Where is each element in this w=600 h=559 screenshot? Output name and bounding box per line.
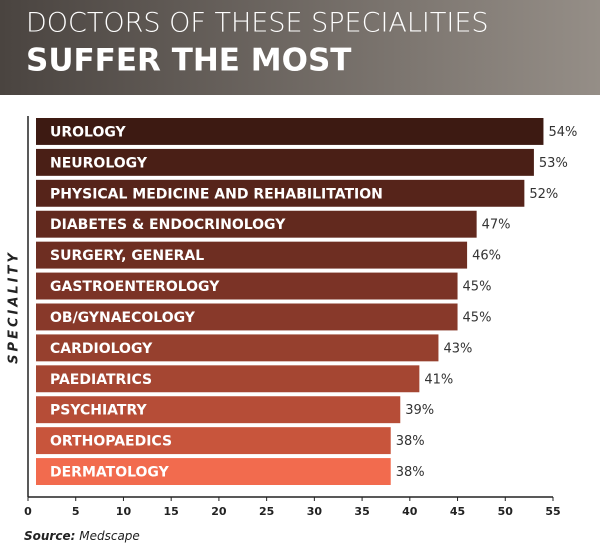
category-label: UROLOGY xyxy=(50,124,127,140)
value-label: 38% xyxy=(396,434,425,449)
y-axis-label: SPECIALITY xyxy=(7,250,22,364)
value-label: 54% xyxy=(548,125,577,140)
header-band xyxy=(0,0,600,95)
value-label: 46% xyxy=(472,249,501,264)
value-label: 45% xyxy=(463,280,492,295)
bar xyxy=(36,427,391,455)
bar xyxy=(36,365,420,393)
category-label: PAEDIATRICS xyxy=(50,372,152,388)
value-label: 45% xyxy=(463,310,492,325)
category-label: NEUROLOGY xyxy=(50,155,148,171)
category-label: SURGERY, GENERAL xyxy=(50,248,204,264)
value-label: 43% xyxy=(443,341,472,356)
bar xyxy=(36,458,391,485)
x-tick-label: 55 xyxy=(545,505,560,518)
category-label: OB/GYNAECOLOGY xyxy=(50,310,196,326)
x-tick-label: 30 xyxy=(307,505,323,518)
category-label: DIABETES & ENDOCRINOLOGY xyxy=(50,217,286,233)
bar xyxy=(36,210,477,238)
category-label: PSYCHIATRY xyxy=(50,403,147,419)
bar xyxy=(36,334,439,362)
chart-subtitle: SUFFER THE MOST xyxy=(26,43,351,79)
value-label: 39% xyxy=(405,403,434,418)
source-label: Source: xyxy=(24,529,75,543)
category-label: CARDIOLOGY xyxy=(50,341,153,357)
chart-title: DOCTORS OF THESE SPECIALITIES xyxy=(26,8,489,39)
x-tick-label: 45 xyxy=(450,505,465,518)
bar xyxy=(36,241,468,269)
category-label: ORTHOPAEDICS xyxy=(50,434,172,450)
value-label: 47% xyxy=(482,218,511,233)
source: Medscape xyxy=(79,529,140,543)
x-tick-label: 5 xyxy=(72,505,80,518)
category-label: DERMATOLOGY xyxy=(50,465,170,481)
x-tick-label: 10 xyxy=(116,505,132,518)
bar xyxy=(36,303,458,331)
value-label: 53% xyxy=(539,156,568,171)
x-tick-label: 20 xyxy=(211,505,227,518)
bar xyxy=(36,118,544,145)
x-tick-label: 40 xyxy=(402,505,418,518)
source-note: Source: Medscape xyxy=(24,529,140,543)
bar xyxy=(36,148,534,176)
x-tick-label: 50 xyxy=(498,505,514,518)
x-tick-label: 25 xyxy=(259,505,274,518)
bar xyxy=(36,396,401,424)
value-label: 52% xyxy=(529,187,558,202)
x-tick-label: 15 xyxy=(164,505,179,518)
x-tick-label: 0 xyxy=(24,505,32,518)
value-label: 41% xyxy=(424,372,453,387)
category-label: PHYSICAL MEDICINE AND REHABILITATION xyxy=(50,186,383,202)
x-tick-label: 35 xyxy=(354,505,369,518)
category-label: GASTROENTEROLOGY xyxy=(50,279,220,295)
bar xyxy=(36,179,525,207)
bar xyxy=(36,272,458,300)
value-label: 38% xyxy=(396,465,425,480)
